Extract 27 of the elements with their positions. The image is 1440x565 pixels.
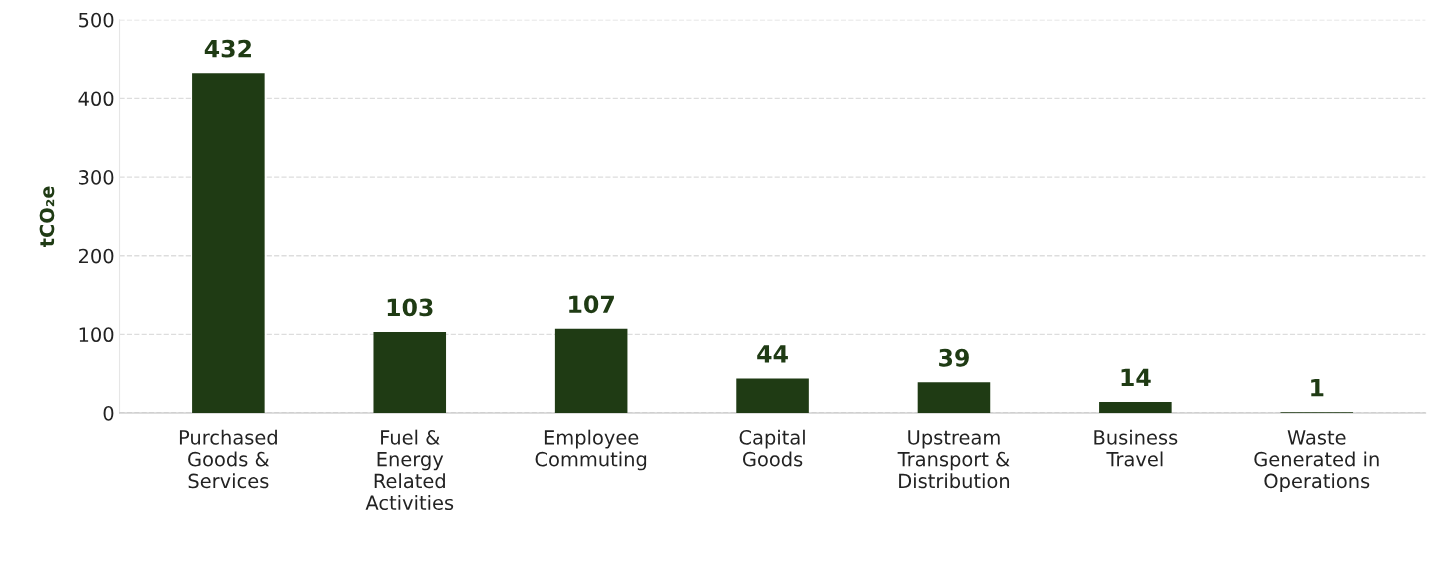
x-tick-label: Employee Commuting (535, 429, 647, 471)
data-label: 44 (757, 345, 788, 363)
bar (917, 382, 991, 414)
data-label: 1 (1311, 378, 1324, 397)
y-tick-label: 0 (103, 405, 114, 421)
bar (373, 332, 447, 414)
bar (554, 328, 628, 414)
x-tick-label: Purchased Goods & Services (179, 429, 277, 489)
y-tick-label: 100 (79, 327, 114, 343)
y-tick-label: 200 (78, 248, 114, 264)
data-label: 432 (204, 39, 251, 58)
bar (1099, 402, 1172, 414)
data-label: 39 (939, 348, 969, 367)
x-tick-label: Capital Goods (739, 429, 805, 467)
data-label: 14 (1121, 368, 1151, 386)
x-tick-label: Upstream Transport & Distribution (897, 430, 1010, 489)
data-label: 103 (387, 298, 433, 317)
x-tick-label: Waste Generated in Operations (1254, 430, 1379, 493)
y-tick-label: 500 (79, 12, 114, 28)
y-tick-label: 400 (78, 91, 114, 107)
bar (736, 378, 809, 414)
y-axis-title: tCO₂e (39, 186, 55, 248)
data-label: 107 (569, 295, 614, 314)
y-tick-label: 300 (79, 170, 114, 185)
x-tick-label: Fuel & Energy Related Activities (365, 429, 454, 511)
bar (192, 73, 265, 414)
x-tick-label: Business Travel (1094, 429, 1178, 467)
